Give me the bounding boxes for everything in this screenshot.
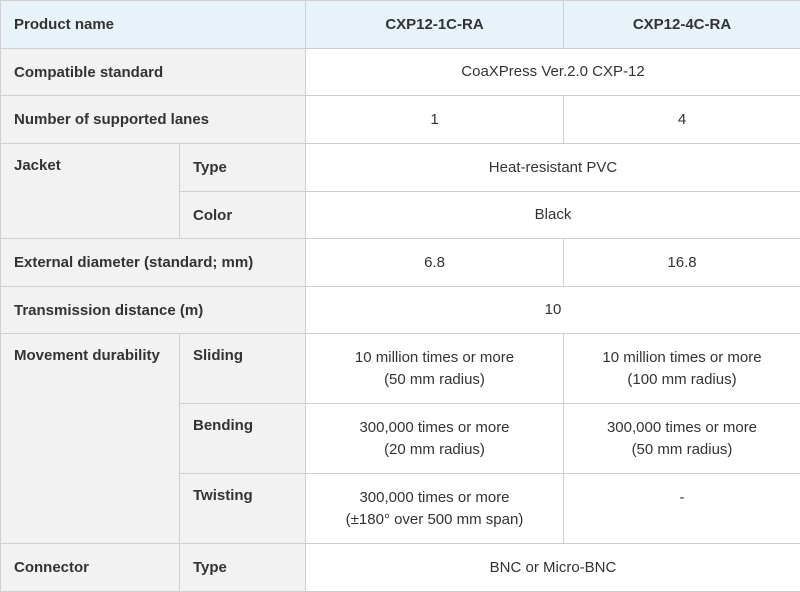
sliding-model-2-line-2: (100 mm radius) (564, 369, 800, 391)
external-diameter-value-model-2: 16.8 (564, 239, 800, 287)
twisting-model-1-line-2: (±180° over 500 mm span) (306, 509, 563, 531)
bending-model-2-line-2: (50 mm radius) (564, 439, 800, 461)
sliding-value-model-1: 10 million times or more (50 mm radius) (306, 334, 564, 404)
lanes-value-model-1: 1 (306, 96, 564, 144)
transmission-distance-label: Transmission distance (m) (1, 287, 306, 334)
twisting-value-model-1: 300,000 times or more (±180° over 500 mm… (306, 474, 564, 544)
lanes-row: Number of supported lanes 1 4 (1, 96, 800, 144)
jacket-color-label: Color (180, 192, 306, 239)
sliding-value-model-2: 10 million times or more (100 mm radius) (564, 334, 800, 404)
lanes-label: Number of supported lanes (1, 96, 306, 144)
model-2-header: CXP12-4C-RA (564, 1, 800, 49)
compatible-standard-label: Compatible standard (1, 49, 306, 96)
twisting-model-2-line-1: - (564, 487, 800, 509)
model-1-header: CXP12-1C-RA (306, 1, 564, 49)
external-diameter-row: External diameter (standard; mm) 6.8 16.… (1, 239, 800, 287)
bending-model-1-line-2: (20 mm radius) (306, 439, 563, 461)
external-diameter-label: External diameter (standard; mm) (1, 239, 306, 287)
bending-value-model-2: 300,000 times or more (50 mm radius) (564, 404, 800, 474)
jacket-label: Jacket (1, 144, 180, 239)
sliding-label: Sliding (180, 334, 306, 404)
bending-value-model-1: 300,000 times or more (20 mm radius) (306, 404, 564, 474)
connector-label: Connector (1, 544, 180, 592)
connector-type-label: Type (180, 544, 306, 592)
bending-label: Bending (180, 404, 306, 474)
header-row: Product name CXP12-1C-RA CXP12-4C-RA (1, 1, 800, 49)
connector-row: Connector Type BNC or Micro-BNC (1, 544, 800, 592)
jacket-type-value: Heat-resistant PVC (306, 144, 800, 192)
jacket-type-row: Jacket Type Heat-resistant PVC (1, 144, 800, 192)
twisting-model-1-line-1: 300,000 times or more (306, 487, 563, 509)
twisting-value-model-2: - (564, 474, 800, 544)
jacket-type-label: Type (180, 144, 306, 192)
compatible-standard-value: CoaXPress Ver.2.0 CXP-12 (306, 49, 800, 96)
bending-model-2-line-1: 300,000 times or more (564, 417, 800, 439)
product-name-header: Product name (1, 1, 306, 49)
sliding-row: Movement durability Sliding 10 million t… (1, 334, 800, 404)
external-diameter-value-model-1: 6.8 (306, 239, 564, 287)
connector-type-value: BNC or Micro-BNC (306, 544, 800, 592)
jacket-color-value: Black (306, 192, 800, 239)
twisting-label: Twisting (180, 474, 306, 544)
transmission-distance-row: Transmission distance (m) 10 (1, 287, 800, 334)
sliding-model-1-line-1: 10 million times or more (306, 347, 563, 369)
sliding-model-1-line-2: (50 mm radius) (306, 369, 563, 391)
movement-durability-label: Movement durability (1, 334, 180, 544)
transmission-distance-value: 10 (306, 287, 800, 334)
bending-model-1-line-1: 300,000 times or more (306, 417, 563, 439)
lanes-value-model-2: 4 (564, 96, 800, 144)
compatible-standard-row: Compatible standard CoaXPress Ver.2.0 CX… (1, 49, 800, 96)
sliding-model-2-line-1: 10 million times or more (564, 347, 800, 369)
